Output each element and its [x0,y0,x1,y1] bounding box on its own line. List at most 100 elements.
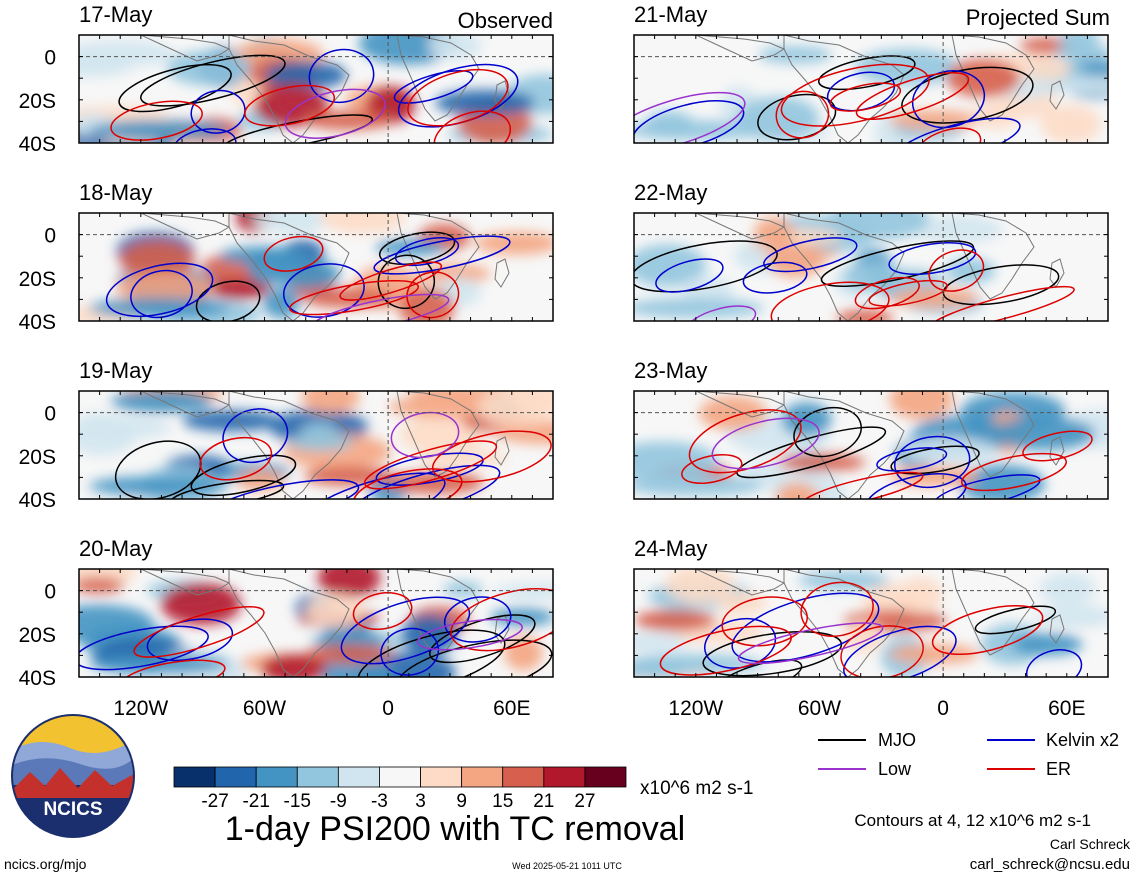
colorbar-swatch [420,766,463,788]
coastlines [140,213,510,321]
panel-date-label: 17-May [79,2,152,27]
psi-anomaly-field [634,391,1108,499]
ncics-logo: NCICS [11,714,135,838]
observed-label: Observed [458,8,553,33]
contour-mjo [634,240,778,293]
lon-tick-label: 0 [937,697,949,720]
contour-er [931,604,1044,656]
contour-note: Contours at 4, 12 x10^6 m2 s-1 [854,811,1091,830]
contour-kelvin [911,70,986,129]
contour-er [406,271,460,319]
contour-kelvin [373,235,511,275]
coastlines [695,569,1065,677]
contour-er [928,249,985,292]
lon-tick-label: 60E [493,697,530,720]
contour-er [133,605,265,658]
projected-label: Projected Sum [966,5,1110,30]
lon-tick-label: 0 [382,697,394,720]
colorbar-swatch [584,766,627,788]
contour-kelvin [394,237,460,267]
colorbar-swatch [337,766,380,788]
contour-kelvin [731,592,880,663]
contour-mjo [736,426,887,479]
colorbar-tick-label: 3 [415,791,426,812]
contour-kelvin [894,435,971,489]
author-email: carl_schreck@ncsu.edu [970,856,1130,873]
contour-er [961,452,1067,492]
map-panel-19-May: 19-May [78,358,554,500]
contour-kelvin [843,625,957,677]
panel-date-label: 24-May [634,536,707,561]
contour-kelvin [222,408,289,464]
lon-tick-label: 60W [243,697,286,720]
panel-frame [78,568,554,678]
site-url: ncics.org/mjo [4,856,87,872]
contour-kelvin [888,241,977,276]
colorbar-tick-label: -27 [201,791,228,812]
contour-mjo [818,55,916,91]
contour-er [407,68,509,127]
contour-mjo [793,406,862,458]
coastlines [695,35,1065,143]
lat-tick-label: 40S [19,489,56,512]
colorbar-tick-label: 9 [456,791,467,812]
panel-frame [633,212,1109,322]
contour-mjo [357,629,506,677]
contour-er [659,625,792,676]
contour-low [310,293,450,321]
contour-er [800,471,924,499]
contour-er [770,281,890,321]
panel-date-label: 21-May [634,2,707,27]
lat-tick-label: 20S [19,446,56,469]
contour-er [110,100,203,141]
legend-er-label: ER [1046,759,1071,779]
panel-frame [633,34,1109,144]
contour-er [800,581,874,637]
contour-kelvin [351,464,501,499]
map-panel-22-May: 22-May [633,180,1109,322]
contour-mjo [396,639,553,677]
coastlines [695,213,1065,321]
legend-mjo-label: MJO [878,730,916,750]
contour-kelvin [130,269,193,319]
figure-title: 1-day PSI200 with TC removal [225,810,685,848]
colorbar-swatch [214,766,257,788]
panel-frame [633,568,1109,678]
lon-tick-label: 60E [1048,697,1085,720]
contour-mjo [170,479,285,499]
contour-kelvin [340,596,471,665]
lat-tick-label: 0 [44,225,56,248]
contour-low [416,618,523,651]
contour-er [121,659,226,677]
contour-er [450,588,553,652]
contour-er [721,596,808,647]
lon-tick-label: 60W [798,697,841,720]
contour-mjo [222,114,374,143]
contour-low [737,622,884,665]
lat-tick-label: 20S [19,268,56,291]
lat-tick-label: 0 [44,403,56,426]
colorbar-tick-label: -9 [330,791,347,812]
contour-mjo [429,614,536,664]
contour-kelvin [308,48,375,104]
contour-low [390,411,460,459]
contour-kelvin [634,100,745,143]
contour-kelvin [742,261,808,294]
contour-low [711,417,820,470]
contour-er [780,63,930,127]
map-panel-17-May: 17-May [78,2,554,144]
contour-er [775,90,830,139]
colorbar-units: x10^6 m2 s-1 [640,778,753,799]
contour-low [634,91,746,143]
map-panel-24-May: 24-May [633,536,1109,678]
colorbar-tick-label: -3 [371,791,388,812]
contour-kelvin [298,472,446,499]
map-panel-18-May: 18-May [78,180,554,322]
contour-er [681,454,743,484]
timestamp: Wed 2025-05-21 1011 UTC [512,861,622,871]
logo-text: NCICS [43,799,102,820]
contour-kelvin [876,447,948,472]
colorbar-tick-label: 21 [533,791,554,812]
contour-er [199,436,273,481]
contour-kelvin [655,258,724,293]
